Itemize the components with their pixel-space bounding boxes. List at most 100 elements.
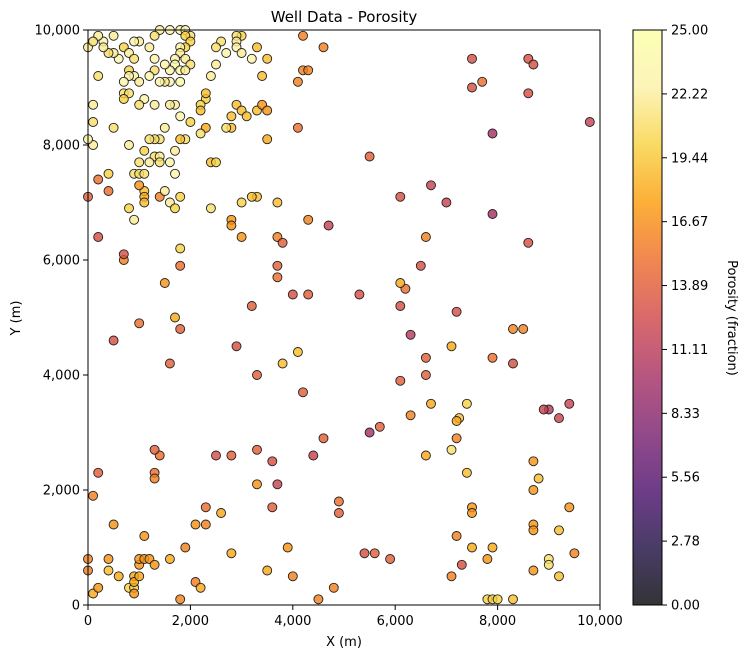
data-point — [528, 485, 539, 495]
data-point — [118, 76, 129, 87]
data-point — [385, 554, 396, 564]
data-point — [108, 30, 119, 41]
data-point — [420, 352, 431, 363]
data-point — [303, 65, 314, 76]
colorbar-title: Porosity (fraction) — [724, 260, 739, 376]
data-point — [211, 450, 221, 461]
y-tick-label: 8,000 — [43, 139, 80, 154]
data-point — [205, 71, 216, 81]
x-tick-label: 6,000 — [377, 614, 414, 629]
data-point — [246, 191, 257, 202]
data-point — [149, 444, 160, 455]
data-point — [139, 531, 150, 541]
data-point — [426, 180, 436, 191]
chart-title: Well Data - Porosity — [271, 8, 418, 26]
data-point — [252, 370, 262, 380]
data-point — [272, 479, 283, 490]
data-point — [134, 318, 145, 329]
data-point — [262, 134, 273, 145]
data-point — [200, 519, 211, 530]
data-point — [88, 99, 99, 110]
data-point — [467, 508, 477, 518]
data-point — [420, 232, 431, 242]
colorbar-tick-label: 13.89 — [671, 279, 708, 294]
data-point — [533, 473, 544, 484]
data-point — [180, 65, 191, 76]
data-point — [461, 467, 472, 478]
data-point — [139, 145, 150, 156]
data-point — [195, 128, 206, 139]
data-point — [129, 214, 140, 225]
data-point — [88, 36, 99, 47]
data-point — [103, 168, 114, 179]
data-point — [149, 53, 160, 64]
data-point — [93, 467, 104, 478]
data-point — [200, 88, 211, 99]
data-point — [303, 289, 314, 300]
data-point — [272, 272, 283, 283]
colorbar-tick-label: 11.11 — [671, 343, 708, 358]
data-point — [262, 105, 273, 116]
colorbar-tick-label: 16.67 — [671, 215, 708, 230]
data-point — [246, 301, 257, 311]
y-tick-label: 10,000 — [35, 24, 81, 39]
data-point — [246, 53, 257, 64]
data-point — [323, 220, 334, 231]
data-point — [93, 71, 104, 81]
data-point — [298, 387, 308, 398]
data-point — [395, 191, 406, 202]
colorbar-tick-label: 25.00 — [671, 24, 708, 39]
colorbar: 0.00 2.78 5.56 8.33 11.11 13.89 16.67 19.44 22.2… — [632, 24, 739, 614]
x-tick-label: 10,000 — [577, 614, 623, 629]
data-point — [108, 122, 119, 133]
data-point — [262, 53, 273, 64]
data-point — [108, 519, 119, 530]
data-point — [277, 358, 288, 369]
data-point — [226, 220, 237, 231]
data-point — [451, 306, 462, 317]
data-point — [451, 433, 462, 444]
data-point — [98, 42, 109, 53]
data-point — [487, 209, 498, 219]
data-point — [144, 157, 155, 168]
data-point — [175, 594, 186, 605]
data-point — [159, 59, 170, 70]
data-point — [364, 427, 375, 438]
data-point — [129, 53, 140, 64]
plot-frame — [87, 29, 601, 606]
data-point — [518, 324, 529, 334]
data-point — [298, 30, 308, 41]
data-point — [236, 48, 247, 58]
data-point — [139, 197, 150, 208]
data-point — [415, 260, 426, 271]
data-point — [103, 186, 114, 196]
colorbar-tick-label: 19.44 — [671, 151, 708, 166]
data-point — [200, 502, 211, 513]
data-point — [124, 140, 134, 150]
data-point — [195, 105, 206, 116]
data-point — [523, 237, 534, 248]
data-point — [267, 502, 278, 513]
data-point — [267, 456, 278, 467]
data-point — [292, 76, 303, 87]
data-point — [487, 128, 498, 139]
data-point — [528, 565, 539, 576]
data-point — [446, 444, 457, 455]
data-point — [318, 42, 329, 53]
data-point — [211, 59, 221, 70]
data-point — [292, 122, 303, 133]
data-point — [236, 197, 247, 208]
data-point — [420, 370, 431, 380]
data-point — [221, 122, 232, 133]
data-point — [528, 456, 539, 467]
colorbar-ticks: 0.00 2.78 5.56 8.33 11.11 13.89 16.67 19.44 22.2… — [662, 24, 708, 614]
data-point — [451, 416, 462, 426]
data-point — [139, 168, 150, 179]
data-point — [164, 157, 175, 168]
data-point — [313, 594, 324, 605]
data-point — [364, 151, 375, 162]
data-point — [441, 197, 452, 208]
x-tick-label: 4,000 — [274, 614, 311, 629]
x-axis: 0 2,000 4,000 6,000 8,000 10,000 — [84, 605, 623, 629]
data-point — [93, 174, 104, 185]
